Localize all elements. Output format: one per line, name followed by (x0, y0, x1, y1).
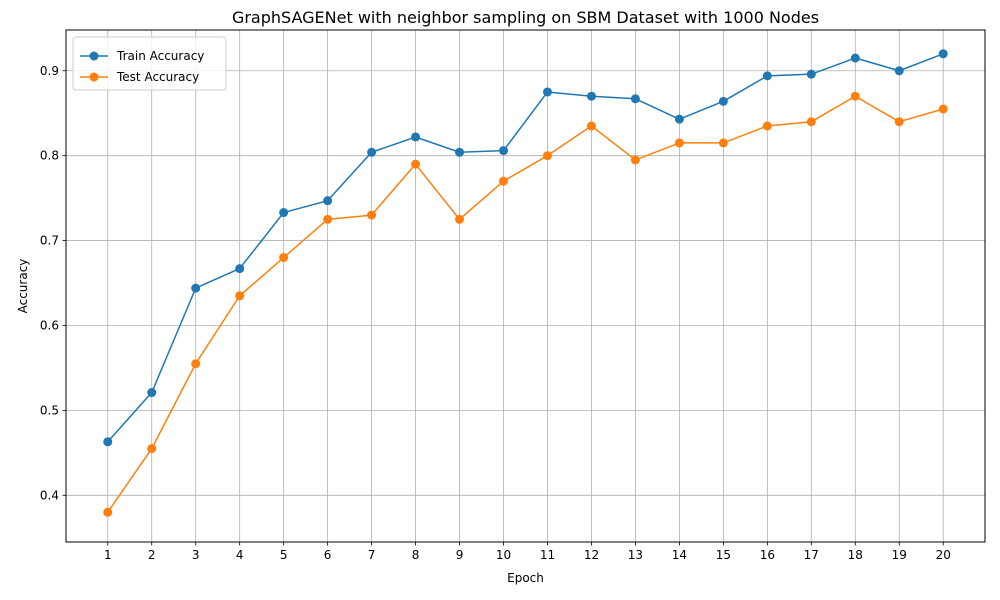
x-tick-label: 12 (584, 548, 599, 562)
legend-frame (72, 36, 227, 91)
data-point-test (103, 507, 113, 517)
x-tick-label: 5 (280, 548, 288, 562)
x-axis-ticks: 1 2 3 4 5 6 7 8 9 10 11 12 13 14 15 16 17 18 19 20 (104, 542, 951, 562)
x-axis-label: Epoch (507, 571, 544, 585)
legend-label-test: Test Accuracy (116, 70, 199, 84)
data-point-test (279, 253, 289, 263)
series-line-train (107, 53, 944, 443)
data-point-train (674, 114, 684, 124)
data-point-train (279, 208, 289, 218)
data-point-test (455, 214, 465, 224)
x-tick-label: 15 (716, 548, 731, 562)
data-point-test (762, 121, 772, 131)
y-tick-label: 0.6 (40, 318, 59, 332)
x-tick-label: 13 (628, 548, 643, 562)
x-tick-label: 3 (192, 548, 200, 562)
series-group (103, 49, 948, 517)
x-tick-label: 7 (368, 548, 376, 562)
legend-swatch-test-marker (89, 72, 99, 82)
data-point-train (367, 147, 377, 157)
y-tick-label: 0.9 (40, 64, 59, 78)
data-point-train (103, 437, 113, 447)
x-tick-label: 19 (892, 548, 907, 562)
y-axis-label: Accuracy (16, 259, 30, 314)
series-test (103, 91, 948, 517)
data-point-test (938, 104, 948, 114)
x-tick-label: 18 (848, 548, 863, 562)
data-point-train (718, 96, 728, 106)
data-point-test (806, 117, 816, 127)
data-point-test (586, 121, 596, 131)
data-point-test (542, 151, 552, 161)
legend: Train Accuracy Test Accuracy (72, 36, 227, 91)
data-point-train (191, 283, 201, 293)
data-point-train (894, 66, 904, 76)
data-point-test (367, 210, 377, 220)
x-tick-label: 9 (456, 548, 464, 562)
series-line-test (107, 95, 944, 513)
data-point-test (850, 91, 860, 101)
data-point-test (674, 138, 684, 148)
y-tick-label: 0.4 (40, 488, 59, 502)
y-tick-label: 0.8 (40, 149, 59, 163)
y-tick-label: 0.7 (40, 234, 59, 248)
data-point-train (762, 71, 772, 81)
x-tick-label: 16 (760, 548, 775, 562)
x-tick-label: 1 (104, 548, 112, 562)
x-tick-label: 10 (496, 548, 511, 562)
data-point-test (191, 359, 201, 369)
data-point-train (147, 388, 157, 398)
x-tick-label: 20 (936, 548, 951, 562)
x-tick-label: 8 (412, 548, 420, 562)
legend-label-train: Train Accuracy (116, 49, 204, 63)
data-point-test (323, 214, 333, 224)
data-point-test (147, 444, 157, 454)
data-point-test (499, 176, 509, 186)
data-point-train (630, 94, 640, 104)
y-axis-ticks: 0.4 0.5 0.6 0.7 0.8 0.9 (40, 64, 66, 502)
chart-title: GraphSAGENet with neighbor sampling on S… (232, 8, 819, 27)
data-point-train (542, 87, 552, 97)
data-point-train (235, 264, 245, 274)
data-point-train (850, 53, 860, 63)
x-tick-label: 6 (324, 548, 332, 562)
x-tick-label: 14 (672, 548, 687, 562)
legend-swatch-train-marker (89, 51, 99, 61)
data-point-test (718, 138, 728, 148)
y-tick-label: 0.5 (40, 403, 59, 417)
plot-frame (65, 29, 986, 543)
data-point-train (411, 132, 421, 142)
data-point-test (630, 155, 640, 165)
grid-lines (66, 30, 985, 542)
data-point-train (806, 69, 816, 79)
x-tick-label: 17 (804, 548, 819, 562)
data-point-test (411, 159, 421, 169)
data-point-train (499, 146, 509, 156)
data-point-train (455, 147, 465, 157)
data-point-train (938, 49, 948, 59)
data-point-test (235, 291, 245, 301)
data-point-train (323, 196, 333, 206)
data-point-test (894, 117, 904, 127)
series-train (103, 49, 948, 447)
x-tick-label: 4 (236, 548, 244, 562)
x-tick-label: 11 (540, 548, 555, 562)
x-tick-label: 2 (148, 548, 156, 562)
data-point-train (586, 91, 596, 101)
